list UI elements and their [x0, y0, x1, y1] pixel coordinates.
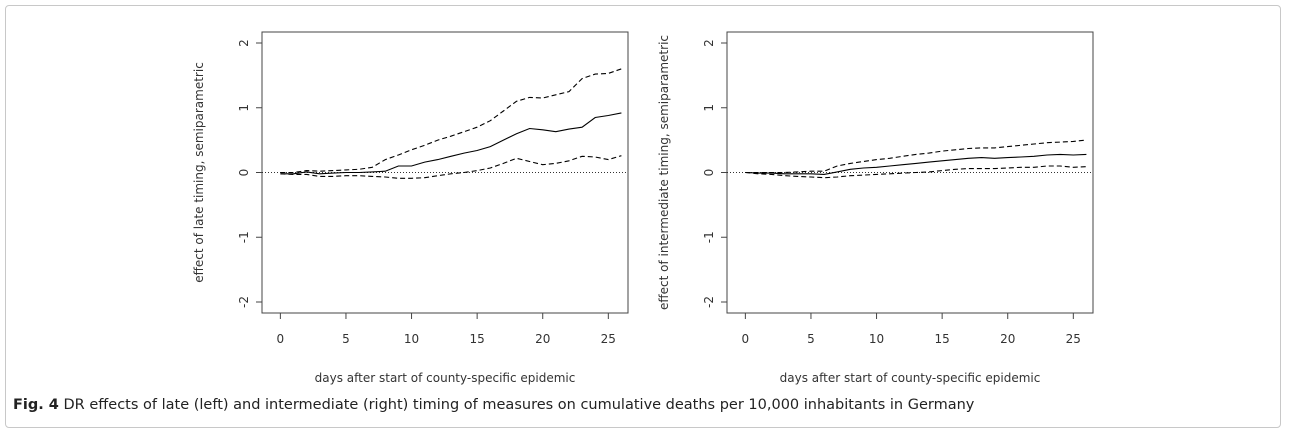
x-tick-label: 15	[934, 332, 949, 346]
y-tick-label: 1	[237, 104, 251, 112]
y-tick-label: 2	[237, 39, 251, 47]
series-line	[280, 68, 622, 174]
x-tick-label: 10	[404, 332, 419, 346]
x-tick-label: 20	[1000, 332, 1015, 346]
y-tick-label: 0	[237, 169, 251, 177]
series-line	[745, 153, 1087, 175]
series-line	[745, 139, 1087, 174]
x-axis-label: days after start of county-specific epid…	[315, 371, 576, 385]
y-tick-label: -1	[237, 231, 251, 243]
y-tick-label: -1	[702, 231, 716, 243]
y-tick-label: 1	[702, 104, 716, 112]
x-tick-label: 20	[535, 332, 550, 346]
x-axis-label: days after start of county-specific epid…	[780, 371, 1041, 385]
x-tick-label: 25	[1066, 332, 1081, 346]
series-line	[280, 112, 622, 175]
x-tick-label: 5	[342, 332, 350, 346]
x-tick-label: 0	[277, 332, 285, 346]
caption-text: DR effects of late (left) and intermedia…	[63, 397, 975, 413]
x-tick-label: 0	[742, 332, 750, 346]
y-axis-label: effect of late timing, semiparametric	[192, 62, 206, 283]
y-axis-label: effect of intermediate timing, semiparam…	[657, 35, 671, 310]
x-tick-label: 5	[807, 332, 815, 346]
y-tick-label: 2	[702, 39, 716, 47]
series-line	[280, 155, 622, 179]
caption: Fig. 4 DR effects of late (left) and int…	[13, 397, 974, 413]
series-line	[745, 165, 1087, 179]
x-tick-label: 15	[469, 332, 484, 346]
y-tick-label: 0	[702, 169, 716, 177]
x-tick-label: 25	[601, 332, 616, 346]
y-tick-label: -2	[702, 296, 716, 308]
y-tick-label: -2	[237, 296, 251, 308]
x-tick-label: 10	[869, 332, 884, 346]
figure-label: Fig. 4	[13, 397, 59, 413]
figure-frame	[5, 5, 1281, 428]
